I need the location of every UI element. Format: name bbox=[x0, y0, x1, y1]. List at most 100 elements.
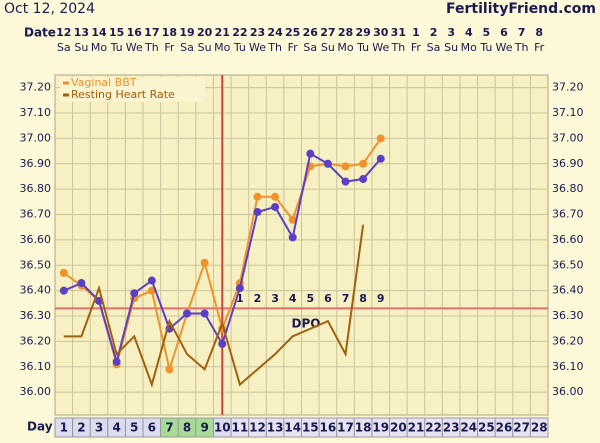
point bbox=[165, 365, 174, 374]
point bbox=[341, 162, 350, 171]
date: 4 bbox=[465, 26, 473, 39]
y-tick-label-right: 36.20 bbox=[552, 334, 584, 347]
date: 23 bbox=[250, 26, 265, 39]
weekday: Sa bbox=[303, 41, 317, 54]
date: 28 bbox=[338, 26, 353, 39]
point bbox=[59, 268, 68, 277]
y-tick-label: 36.70 bbox=[20, 208, 52, 221]
point bbox=[253, 208, 262, 217]
point bbox=[271, 192, 280, 201]
weekday: Mo bbox=[461, 41, 477, 54]
date: 14 bbox=[91, 26, 107, 39]
date: 31 bbox=[391, 26, 406, 39]
day-number: 5 bbox=[130, 421, 138, 435]
point bbox=[341, 177, 350, 186]
weekday: Sa bbox=[180, 41, 194, 54]
dpo-number: 6 bbox=[324, 292, 332, 305]
day-number: 25 bbox=[478, 421, 495, 435]
y-tick-label-right: 36.70 bbox=[552, 208, 584, 221]
legend-label: Resting Heart Rate bbox=[71, 88, 175, 101]
weekday: Fr bbox=[288, 41, 299, 54]
y-tick-label: 36.00 bbox=[20, 385, 52, 398]
date: 6 bbox=[500, 26, 508, 39]
y-tick-label-right: 36.30 bbox=[552, 309, 584, 322]
date: 17 bbox=[144, 26, 159, 39]
date: 3 bbox=[447, 26, 455, 39]
brand: FertilityFriend.com bbox=[446, 1, 596, 17]
weekday: Th bbox=[514, 41, 529, 54]
day-number: 13 bbox=[267, 421, 284, 435]
weekday: We bbox=[372, 41, 389, 54]
y-tick-label-right: 36.60 bbox=[552, 233, 584, 246]
day-number: 26 bbox=[496, 421, 513, 435]
weekday: Sa bbox=[427, 41, 441, 54]
day-number: 1 bbox=[60, 421, 68, 435]
day-number: 16 bbox=[320, 421, 337, 435]
legend bbox=[60, 77, 205, 102]
dpo-number: 7 bbox=[342, 292, 350, 305]
y-tick-label-right: 36.90 bbox=[552, 157, 584, 170]
date: 24 bbox=[267, 26, 283, 39]
weekday: Su bbox=[444, 41, 458, 54]
point bbox=[271, 202, 280, 211]
dpo-number: 8 bbox=[359, 292, 367, 305]
day-number: 11 bbox=[232, 421, 249, 435]
date: 27 bbox=[320, 26, 335, 39]
weekday: Fr bbox=[534, 41, 545, 54]
date: 29 bbox=[355, 26, 370, 39]
y-tick-label-right: 37.10 bbox=[552, 106, 584, 119]
y-tick-label: 36.30 bbox=[20, 309, 52, 322]
date: 13 bbox=[74, 26, 89, 39]
date: 25 bbox=[285, 26, 300, 39]
dpo-number: 4 bbox=[289, 292, 297, 305]
day-number: 21 bbox=[408, 421, 425, 435]
point bbox=[183, 309, 192, 318]
weekday: Fr bbox=[164, 41, 175, 54]
day-number: 15 bbox=[302, 421, 319, 435]
day-number: 22 bbox=[425, 421, 442, 435]
dpo-number: 1 bbox=[236, 292, 244, 305]
date: 22 bbox=[232, 26, 247, 39]
y-tick-label-right: 36.50 bbox=[552, 258, 584, 271]
weekday: Tu bbox=[479, 41, 492, 54]
point bbox=[253, 192, 262, 201]
weekday: Su bbox=[321, 41, 335, 54]
date: 18 bbox=[162, 26, 177, 39]
y-tick-label-right: 37.00 bbox=[552, 131, 584, 144]
point bbox=[306, 149, 315, 158]
chart-title: Oct 12, 2024 bbox=[4, 1, 95, 17]
day-number: 12 bbox=[249, 421, 266, 435]
day-number: 2 bbox=[77, 421, 85, 435]
day-number: 10 bbox=[214, 421, 231, 435]
dpo-number: 2 bbox=[254, 292, 262, 305]
weekday: Fr bbox=[411, 41, 422, 54]
y-tick-label-right: 36.40 bbox=[552, 284, 584, 297]
date: 30 bbox=[373, 26, 389, 39]
date: 15 bbox=[109, 26, 124, 39]
weekday: Th bbox=[144, 41, 159, 54]
series-line bbox=[63, 224, 365, 388]
date: 8 bbox=[535, 26, 543, 39]
point bbox=[235, 284, 244, 293]
y-tick-label-right: 36.80 bbox=[552, 182, 584, 195]
dpo-number: 5 bbox=[306, 292, 314, 305]
day-number: 4 bbox=[112, 421, 120, 435]
day-number: 23 bbox=[443, 421, 460, 435]
point bbox=[288, 233, 297, 242]
day-number: 27 bbox=[513, 421, 530, 435]
y-tick-label: 36.80 bbox=[20, 182, 52, 195]
weekday: We bbox=[249, 41, 266, 54]
point bbox=[218, 339, 227, 348]
point bbox=[77, 279, 86, 288]
date: 20 bbox=[197, 26, 213, 39]
day-number: 3 bbox=[95, 421, 103, 435]
y-tick-label: 36.10 bbox=[20, 360, 52, 373]
dpo-number: 3 bbox=[271, 292, 279, 305]
date: 19 bbox=[179, 26, 194, 39]
y-tick-label: 36.60 bbox=[20, 233, 52, 246]
point bbox=[288, 215, 297, 224]
day-number: 24 bbox=[460, 421, 477, 435]
day-number: 18 bbox=[355, 421, 372, 435]
y-tick-label: 36.90 bbox=[20, 157, 52, 170]
